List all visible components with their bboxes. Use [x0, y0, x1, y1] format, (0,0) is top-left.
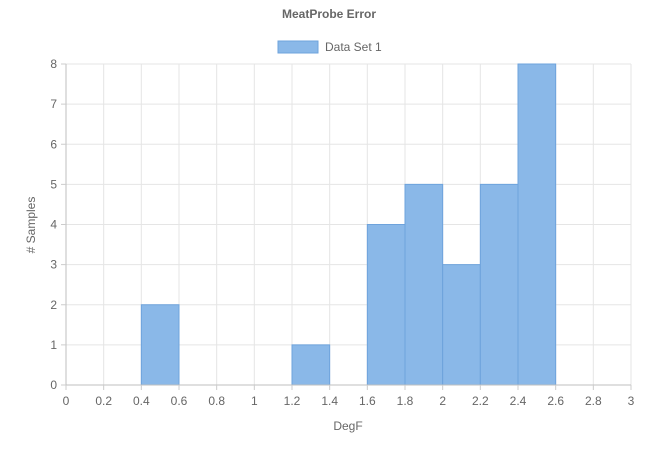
- histogram-bar[interactable]: [442, 264, 481, 386]
- x-tick-label: 1.8: [397, 394, 414, 408]
- x-tick-label: 0.8: [208, 394, 225, 408]
- histogram-bar[interactable]: [404, 183, 444, 386]
- x-tick-label: 2: [439, 394, 446, 408]
- legend[interactable]: Data Set 1: [277, 40, 382, 54]
- bars: [140, 63, 557, 386]
- x-tick-label: 1: [251, 394, 258, 408]
- y-tick-label: 2: [50, 298, 57, 312]
- x-tick-label: 1.4: [321, 394, 338, 408]
- y-axis-label: # Samples: [24, 197, 38, 254]
- y-tick-label: 8: [50, 57, 57, 71]
- x-tick-label: 0.2: [95, 394, 112, 408]
- y-tick-label: 4: [50, 218, 57, 232]
- y-tick-label: 3: [50, 258, 57, 272]
- x-axis-ticks: 0 0.2 0.4 0.6 0.8 1 1.2 1.4 1.6 1.8 2 2.2 2.4 2.6 2.8 3: [63, 385, 635, 408]
- x-tick-label: 2.4: [510, 394, 527, 408]
- x-tick-label: 2.2: [472, 394, 489, 408]
- x-tick-label: 2.8: [585, 394, 602, 408]
- x-tick-label: 3: [628, 394, 635, 408]
- y-tick-label: 1: [50, 338, 57, 352]
- x-tick-label: 2.6: [547, 394, 564, 408]
- legend-label: Data Set 1: [325, 40, 382, 54]
- chart-title: MeatProbe Error: [282, 7, 376, 21]
- histogram-bar[interactable]: [366, 224, 406, 386]
- x-tick-label: 1.2: [284, 394, 301, 408]
- x-tick-label: 0.6: [171, 394, 188, 408]
- histogram-bar[interactable]: [291, 344, 331, 386]
- y-tick-label: 7: [50, 97, 57, 111]
- x-tick-label: 1.6: [359, 394, 376, 408]
- y-tick-label: 0: [50, 378, 57, 392]
- histogram-bar[interactable]: [140, 304, 180, 386]
- legend-swatch: [277, 40, 319, 54]
- y-tick-label: 6: [50, 137, 57, 151]
- y-tick-label: 5: [50, 177, 57, 191]
- x-tick-label: 0.4: [133, 394, 150, 408]
- x-tick-label: 0: [63, 394, 70, 408]
- histogram-bar[interactable]: [479, 183, 519, 386]
- histogram-bar[interactable]: [517, 63, 557, 386]
- x-axis-label: DegF: [333, 419, 362, 433]
- y-axis-ticks: 0 1 2 3 4 5 6 7 8: [50, 57, 66, 392]
